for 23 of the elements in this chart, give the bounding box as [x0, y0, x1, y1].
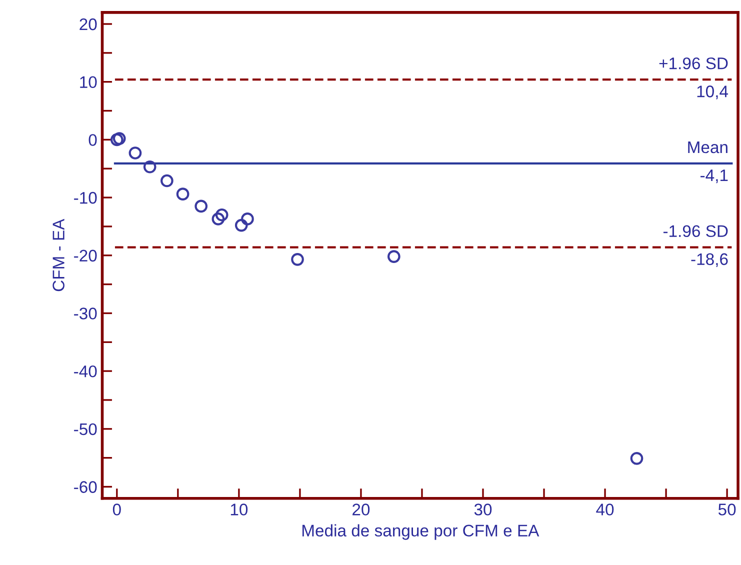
y-tick-label: 20 — [80, 18, 97, 30]
ref-line-label: -1.96 SD — [663, 225, 728, 238]
annotation: 10,4 — [697, 86, 728, 100]
y-tick-label: -10 — [74, 192, 97, 204]
x-tick-label: 30 — [474, 504, 492, 516]
x-tick-label: 0 — [112, 504, 121, 516]
x-tick-label: 40 — [596, 504, 614, 516]
y-tick-label: -50 — [74, 423, 97, 436]
y-tick-label: -30 — [74, 308, 97, 320]
x-tick-label: 50 — [718, 504, 736, 516]
y-tick-label: -60 — [74, 481, 97, 493]
x-tick-label: 10 — [230, 504, 248, 516]
x-tick-label: 20 — [352, 504, 370, 516]
x-axis-title: Media de sangue por CFM e EA — [302, 524, 540, 540]
annotation: -4,1 — [700, 170, 728, 184]
ref-line-label: +1.96 SD — [659, 57, 728, 70]
y-tick-label: -40 — [74, 365, 97, 378]
annotation: -18,6 — [691, 253, 728, 268]
ref-line-label: Mean — [688, 142, 728, 154]
y-tick-label: 0 — [88, 134, 97, 146]
y-tick-label: -20 — [74, 250, 97, 262]
y-tick-label: 10 — [80, 76, 97, 88]
y-axis-title: CFM - EA — [52, 218, 64, 292]
